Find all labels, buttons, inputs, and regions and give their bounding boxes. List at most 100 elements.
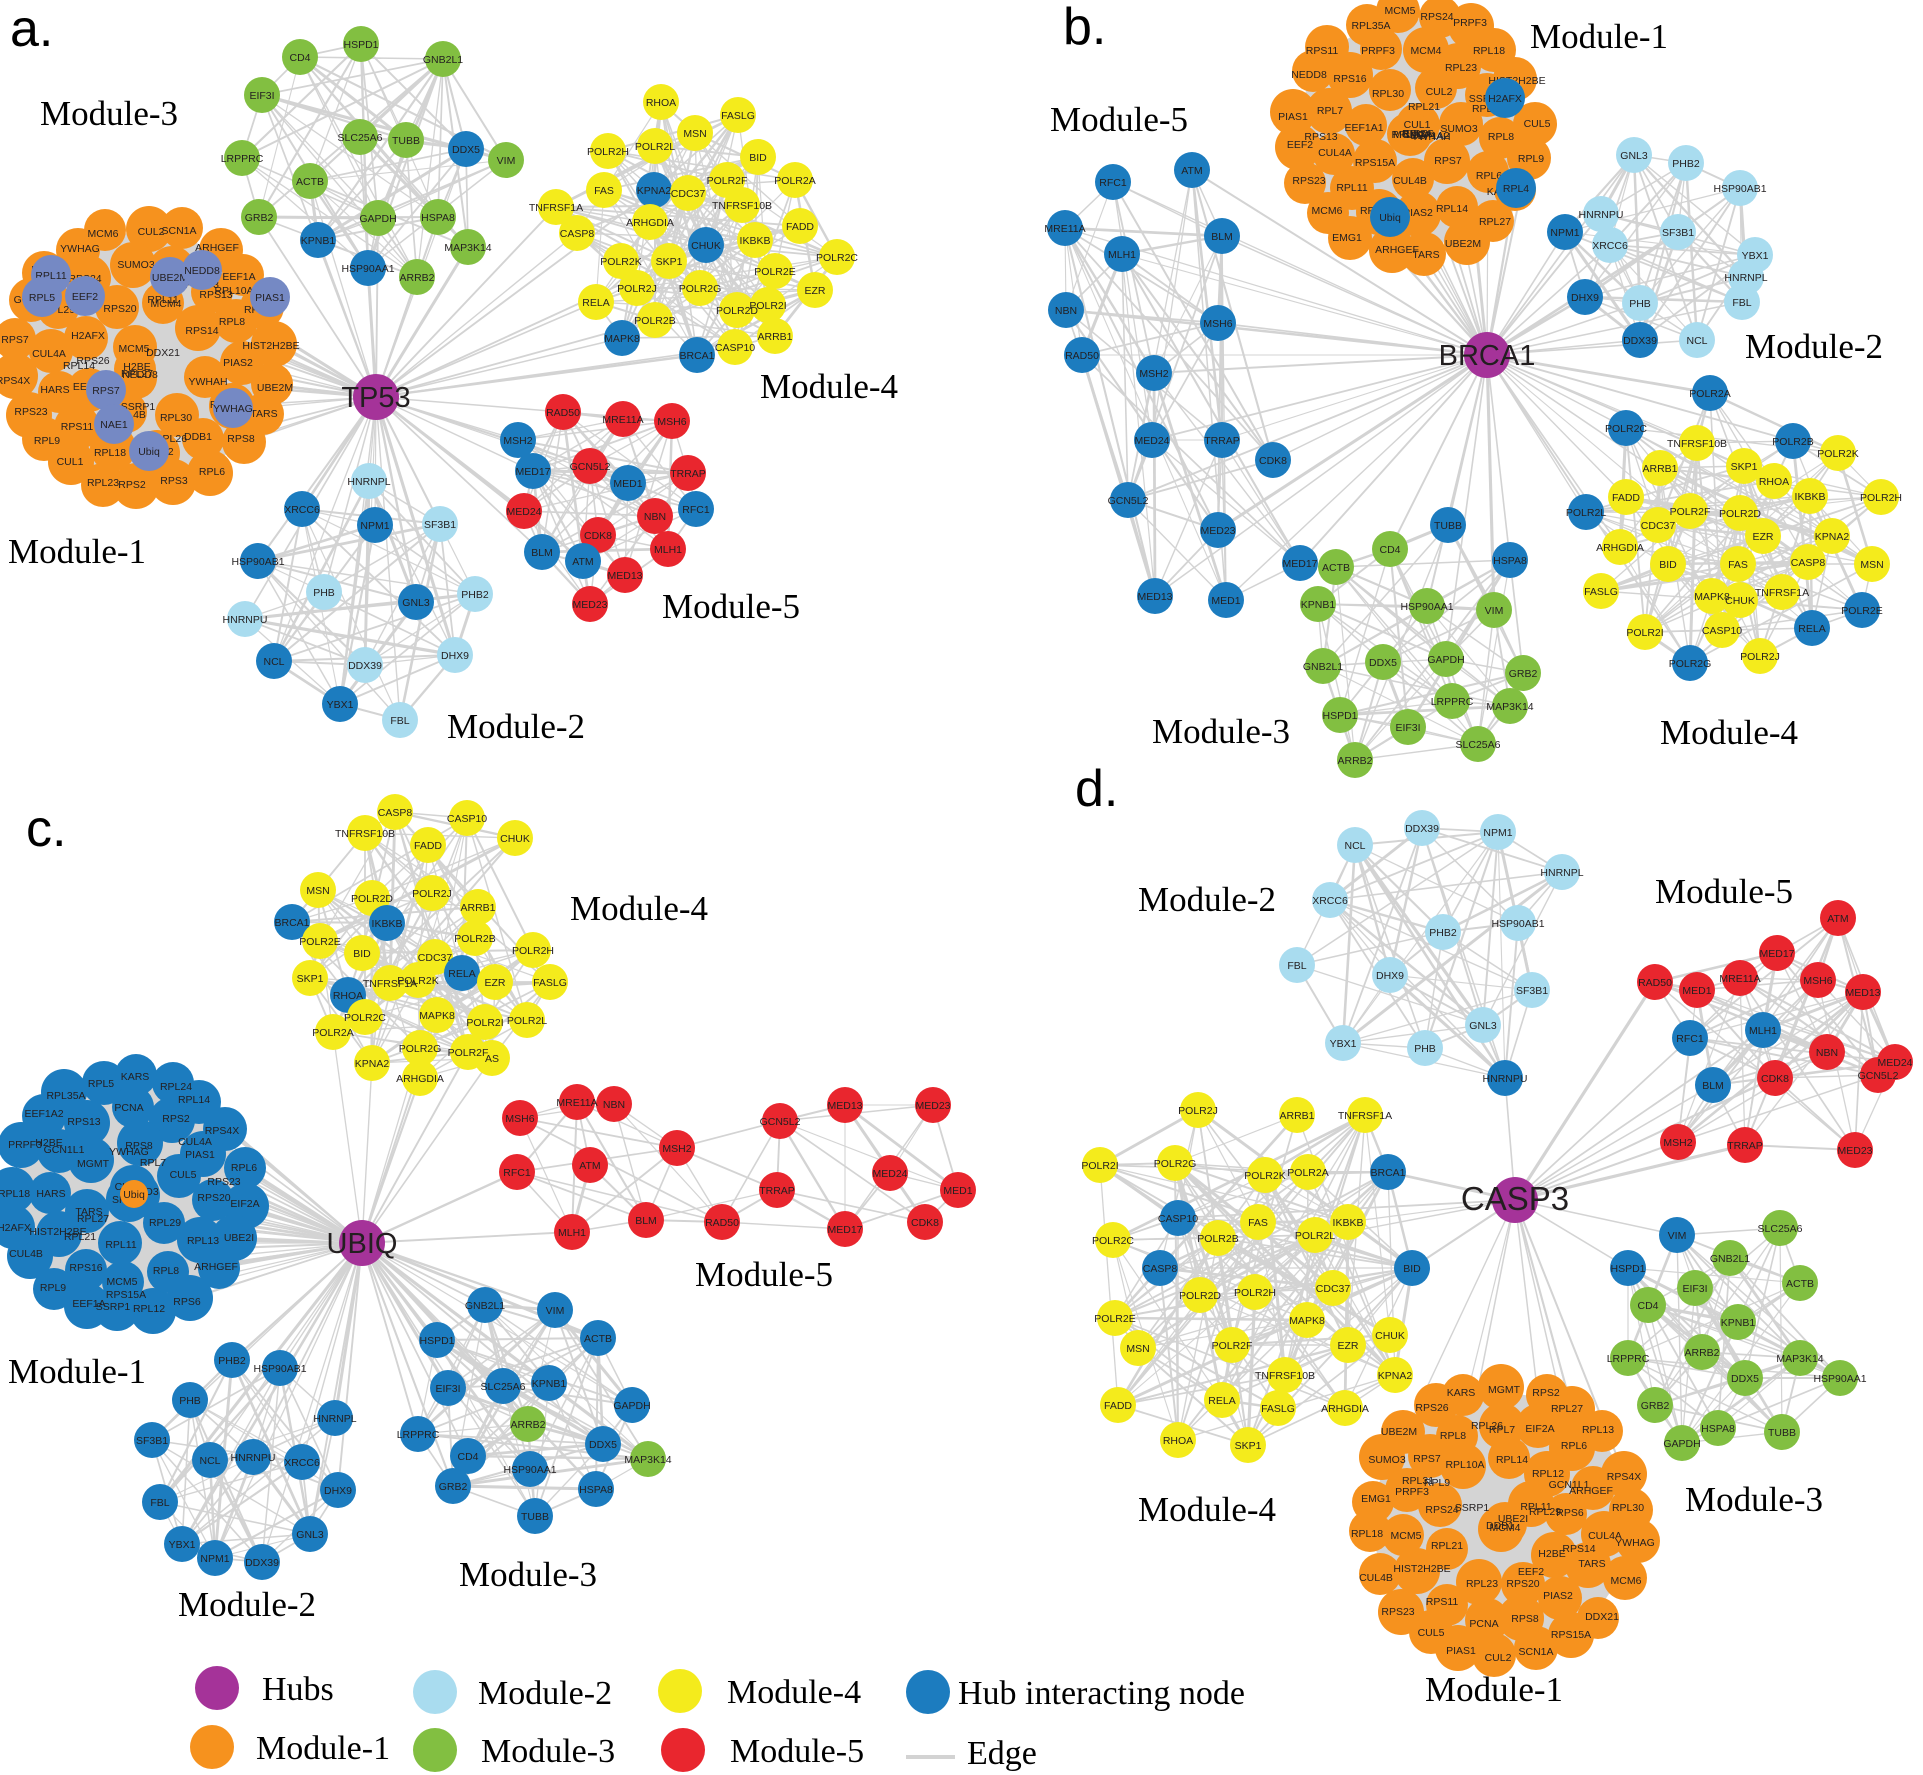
svg-text:CUL1: CUL1 [57, 456, 84, 468]
svg-text:CASP8: CASP8 [560, 228, 595, 240]
svg-text:CD4: CD4 [457, 1451, 478, 1463]
svg-text:RPL21: RPL21 [1408, 101, 1440, 113]
svg-text:Module-1: Module-1 [1530, 17, 1668, 56]
svg-text:TNFRSF1A: TNFRSF1A [529, 202, 583, 214]
svg-text:GNB2L1: GNB2L1 [1303, 661, 1343, 673]
svg-text:EEF1A2: EEF1A2 [24, 1108, 63, 1120]
svg-text:RPS15A: RPS15A [1355, 157, 1395, 169]
svg-text:CUL4B: CUL4B [9, 1248, 43, 1260]
svg-text:KPNB1: KPNB1 [532, 1378, 567, 1390]
svg-text:HSPD1: HSPD1 [1610, 1263, 1645, 1275]
svg-text:CUL4A: CUL4A [32, 348, 66, 360]
svg-text:GCN5L2: GCN5L2 [1108, 495, 1149, 507]
svg-text:Module-2: Module-2 [1138, 880, 1276, 919]
svg-text:RPL10A: RPL10A [1391, 129, 1430, 141]
svg-text:RPL18: RPL18 [0, 1188, 30, 1200]
svg-text:EZR: EZR [1753, 531, 1774, 543]
svg-text:EIF2A: EIF2A [230, 1198, 259, 1210]
svg-text:RPL8: RPL8 [219, 316, 245, 328]
svg-text:RPS2: RPS2 [162, 1113, 190, 1125]
svg-text:H2BE: H2BE [123, 361, 150, 373]
svg-text:SSRP1: SSRP1 [121, 401, 156, 413]
svg-text:Ubiq: Ubiq [138, 446, 160, 458]
svg-text:GNL3: GNL3 [1620, 150, 1648, 162]
svg-text:MSN: MSN [1126, 1343, 1149, 1355]
svg-text:GAPDH: GAPDH [1427, 654, 1464, 666]
svg-text:RFC1: RFC1 [1676, 1033, 1704, 1045]
svg-text:TNFRSF1A: TNFRSF1A [1755, 587, 1809, 599]
svg-text:MLH1: MLH1 [558, 1227, 586, 1239]
svg-text:CUL4A: CUL4A [178, 1136, 212, 1148]
svg-text:POLR2K: POLR2K [397, 975, 438, 987]
svg-text:HNRNPU: HNRNPU [1483, 1073, 1528, 1085]
svg-text:ACTB: ACTB [296, 176, 324, 188]
svg-text:CUL2: CUL2 [1426, 86, 1453, 98]
svg-text:MED17: MED17 [1759, 948, 1794, 960]
svg-text:NEDD8: NEDD8 [1291, 69, 1327, 81]
svg-text:RPL9: RPL9 [40, 1282, 66, 1294]
svg-text:POLR2A: POLR2A [774, 175, 815, 187]
svg-text:RPL6: RPL6 [231, 1162, 257, 1174]
svg-text:POLR2B: POLR2B [454, 933, 495, 945]
svg-text:SKP1: SKP1 [656, 256, 683, 268]
svg-text:RPS20: RPS20 [103, 303, 136, 315]
svg-text:Module-3: Module-3 [481, 1733, 615, 1770]
svg-text:EEF2: EEF2 [72, 291, 98, 303]
svg-text:MAPK8: MAPK8 [1289, 1315, 1325, 1327]
svg-text:GCN1L1: GCN1L1 [1549, 1479, 1590, 1491]
svg-text:ARRB2: ARRB2 [1337, 755, 1372, 767]
svg-text:POLR2H: POLR2H [512, 945, 554, 957]
svg-text:POLR2I: POLR2I [466, 1017, 503, 1029]
svg-text:MRE11A: MRE11A [1719, 973, 1760, 985]
svg-text:RPL11: RPL11 [105, 1239, 136, 1251]
svg-text:ARRB2: ARRB2 [399, 272, 434, 284]
svg-text:RPL14: RPL14 [1496, 1454, 1528, 1466]
svg-text:ACTB: ACTB [1322, 562, 1350, 574]
svg-text:MCM5: MCM5 [107, 1276, 138, 1288]
svg-text:SF3B1: SF3B1 [424, 519, 456, 531]
svg-text:EEF1A2: EEF1A2 [1410, 130, 1449, 142]
svg-text:PIAS2: PIAS2 [1543, 1590, 1573, 1602]
svg-text:RPL11: RPL11 [1336, 182, 1367, 194]
svg-text:RPL18: RPL18 [1351, 1528, 1383, 1540]
svg-text:POLR2L: POLR2L [507, 1015, 547, 1027]
svg-text:HNRNPU: HNRNPU [223, 614, 268, 626]
svg-text:GNL3: GNL3 [296, 1529, 324, 1541]
svg-text:RPL31: RPL31 [1402, 1475, 1434, 1487]
svg-text:MAPK8: MAPK8 [604, 333, 640, 345]
svg-text:HSP90AB1: HSP90AB1 [231, 556, 284, 568]
svg-text:CASP8: CASP8 [1143, 1263, 1178, 1275]
svg-text:CD4: CD4 [289, 52, 310, 64]
svg-text:MSN: MSN [683, 128, 706, 140]
svg-text:RPS20: RPS20 [197, 1192, 230, 1204]
svg-text:CHUK: CHUK [500, 833, 530, 845]
svg-text:H2BE: H2BE [35, 1137, 62, 1149]
svg-text:RPL27: RPL27 [1551, 1403, 1583, 1415]
svg-text:POLR2J: POLR2J [1740, 651, 1780, 663]
svg-text:MED23: MED23 [1200, 525, 1235, 537]
svg-text:AS: AS [485, 1053, 499, 1065]
svg-text:RPL35A: RPL35A [1351, 20, 1390, 32]
svg-text:GRB2: GRB2 [439, 1481, 468, 1493]
svg-text:Module-3: Module-3 [459, 1555, 597, 1594]
svg-text:GNL3: GNL3 [402, 597, 430, 609]
svg-text:LRPPRC: LRPPRC [397, 1429, 440, 1441]
svg-text:POLR2A: POLR2A [1689, 388, 1730, 400]
svg-text:CASP10: CASP10 [715, 342, 755, 354]
svg-text:RHOA: RHOA [333, 990, 363, 1002]
svg-text:CASP3: CASP3 [1461, 1180, 1569, 1217]
svg-text:H2AFX: H2AFX [0, 1222, 31, 1234]
svg-text:GRB2: GRB2 [1641, 1400, 1670, 1412]
svg-text:HSPA8: HSPA8 [1701, 1423, 1735, 1435]
svg-text:PIAS1: PIAS1 [185, 1149, 215, 1161]
svg-text:CHUK: CHUK [1375, 1330, 1405, 1342]
svg-text:ATM: ATM [1181, 165, 1202, 177]
svg-text:ARRB1: ARRB1 [1642, 463, 1677, 475]
svg-text:MCM6: MCM6 [1611, 1575, 1642, 1587]
svg-text:SSRP1: SSRP1 [1455, 1502, 1490, 1514]
svg-text:YBX1: YBX1 [169, 1539, 196, 1551]
svg-text:SF3B1: SF3B1 [136, 1435, 168, 1447]
svg-text:POLR2A: POLR2A [1287, 1167, 1328, 1179]
svg-text:MED23: MED23 [915, 1100, 950, 1112]
svg-text:IKBKB: IKBKB [372, 918, 403, 930]
